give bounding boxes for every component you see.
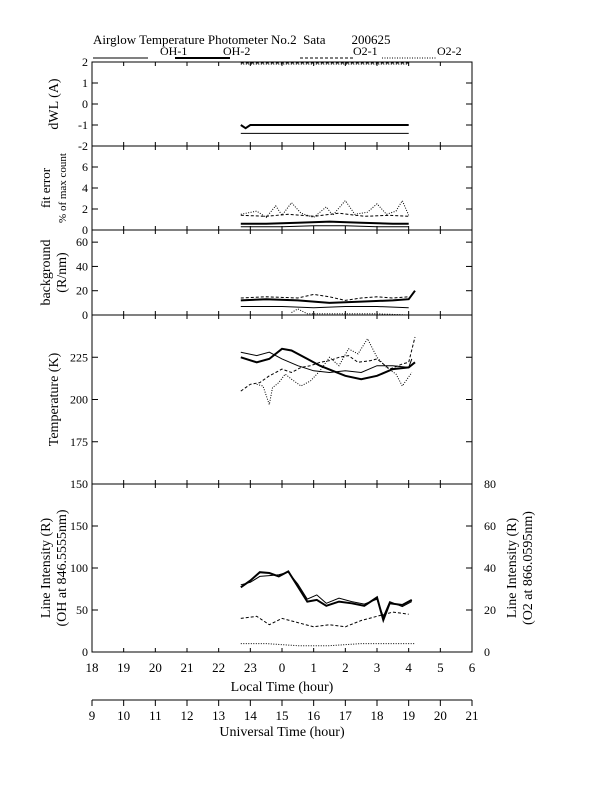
y-axis-label: Temperature (K) <box>47 352 62 446</box>
y-axis-label: fit error <box>38 167 53 208</box>
local-tick-label: 22 <box>212 660 225 675</box>
y-tick-label: 200 <box>70 393 88 407</box>
ut-tick-label: 16 <box>307 708 321 723</box>
local-tick-label: 6 <box>469 660 476 675</box>
y-axis-label: (OH at 846.5555nm) <box>55 509 70 626</box>
ut-tick-label: 12 <box>181 708 194 723</box>
y-axis-label: (R/nm) <box>55 252 70 293</box>
local-tick-label: 4 <box>405 660 412 675</box>
universal-time-label: Universal Time (hour) <box>219 725 345 740</box>
legend: OH-1 OH-2 O2-1 O2-2 <box>93 44 462 59</box>
panel-frame <box>91 483 473 653</box>
series-oh-2 <box>240 347 416 381</box>
chart-title: Airglow Temperature Photometer No.2 Sata… <box>93 32 391 47</box>
ut-tick-label: 20 <box>434 708 447 723</box>
y-tick-label: 175 <box>70 435 88 449</box>
panel-frame <box>91 314 473 485</box>
legend-label-oh-1: OH-1 <box>160 44 187 58</box>
local-tick-label: 19 <box>117 660 130 675</box>
series-oh-2 <box>240 290 416 304</box>
y-tick-label: 50 <box>76 603 88 617</box>
local-tick-label: 20 <box>149 660 162 675</box>
ut-tick-label: 9 <box>89 708 96 723</box>
y-tick-label: 2 <box>82 55 88 69</box>
y-axis-label: background <box>39 239 54 305</box>
series-o2-1 <box>240 293 409 301</box>
y-tick-label: -1 <box>78 118 88 132</box>
y-tick-label: 40 <box>76 259 88 273</box>
ut-tick-label: 19 <box>402 708 415 723</box>
y-tick-label: 0 <box>82 645 88 659</box>
ut-tick-label: 15 <box>276 708 289 723</box>
y-axis-label: % of max count <box>57 153 69 223</box>
y2-tick-label: 60 <box>484 519 496 533</box>
ut-tick-label: 18 <box>371 708 384 723</box>
y-tick-label: 6 <box>82 160 88 174</box>
legend-label-o2-2: O2-2 <box>437 44 462 58</box>
series-oh-1 <box>240 306 409 309</box>
panel-1: -2 -1 0 1 2 dWL (A) <box>47 55 473 153</box>
series-o2-1 <box>240 611 409 628</box>
y-axis-label: dWL (A) <box>47 78 62 130</box>
panel-frame <box>91 229 473 316</box>
y-tick-label: 0 <box>82 97 88 111</box>
series-o2-2 <box>291 308 409 316</box>
universal-time-axis: 9 10 11 12 13 14 15 16 17 18 19 20 21 <box>89 699 479 723</box>
y2-tick-label: 0 <box>484 645 490 659</box>
series-o2-2 <box>240 199 410 219</box>
ut-tick-label: 11 <box>149 708 162 723</box>
y-tick-label: 0 <box>82 308 88 322</box>
series-oh-1 <box>240 351 413 374</box>
local-tick-label: 3 <box>374 660 381 675</box>
local-tick-label: 5 <box>437 660 444 675</box>
series-o2-1 <box>240 212 409 217</box>
ut-tick-label: 14 <box>244 708 258 723</box>
y-tick-label: 150 <box>70 519 88 533</box>
y-tick-label: 2 <box>82 202 88 216</box>
panel-frame <box>91 145 473 231</box>
y-tick-label: 4 <box>82 181 88 195</box>
local-tick-label: 21 <box>181 660 194 675</box>
ut-tick-label: 21 <box>466 708 479 723</box>
panels: -2 -1 0 1 2 dWL (A) 0 2 4 6 fit error % of max coun… <box>38 55 536 659</box>
local-tick-label: 1 <box>310 660 317 675</box>
local-tick-label: 18 <box>86 660 99 675</box>
series-oh-2 <box>240 124 409 130</box>
y-tick-label: -2 <box>78 139 88 153</box>
ut-tick-label: 10 <box>117 708 130 723</box>
series-oh-2 <box>240 570 413 624</box>
y-axis-label: Line Intensity (R) <box>39 518 54 619</box>
y-tick-label: 150 <box>70 477 88 491</box>
y2-axis-label: (O2 at 866.0595nm) <box>521 511 536 625</box>
series-o2-1 <box>240 336 416 392</box>
series-o2-2 <box>240 643 415 647</box>
y-tick-label: 225 <box>70 350 88 364</box>
local-time-axis: 18 19 20 21 22 23 0 1 2 3 4 5 6 <box>86 660 476 675</box>
ut-tick-label: 13 <box>212 708 225 723</box>
panel-3: 0 20 40 60 background (R/nm) <box>39 229 473 322</box>
legend-label-o2-1: O2-1 <box>353 44 378 58</box>
y2-tick-label: 80 <box>484 477 496 491</box>
y-tick-label: 1 <box>82 76 88 90</box>
y2-tick-label: 40 <box>484 561 496 575</box>
ut-tick-label: 17 <box>339 708 353 723</box>
local-tick-label: 0 <box>279 660 286 675</box>
local-tick-label: 2 <box>342 660 349 675</box>
y-tick-label: 0 <box>82 223 88 237</box>
panel-2: 0 2 4 6 fit error % of max count <box>38 145 473 237</box>
series-oh-1 <box>240 225 409 228</box>
panel-4: 150 175 200 225 Temperature (K) <box>47 314 473 491</box>
y-tick-label: 100 <box>70 561 88 575</box>
y2-tick-label: 20 <box>484 603 496 617</box>
local-time-label: Local Time (hour) <box>231 680 334 695</box>
y-tick-label: 60 <box>76 235 88 249</box>
local-tick-label: 23 <box>244 660 257 675</box>
legend-label-oh-2: OH-2 <box>223 44 250 58</box>
y-tick-label: 20 <box>76 284 88 298</box>
series-oh-2 <box>240 220 409 225</box>
y2-axis-label: Line Intensity (R) <box>505 518 520 619</box>
